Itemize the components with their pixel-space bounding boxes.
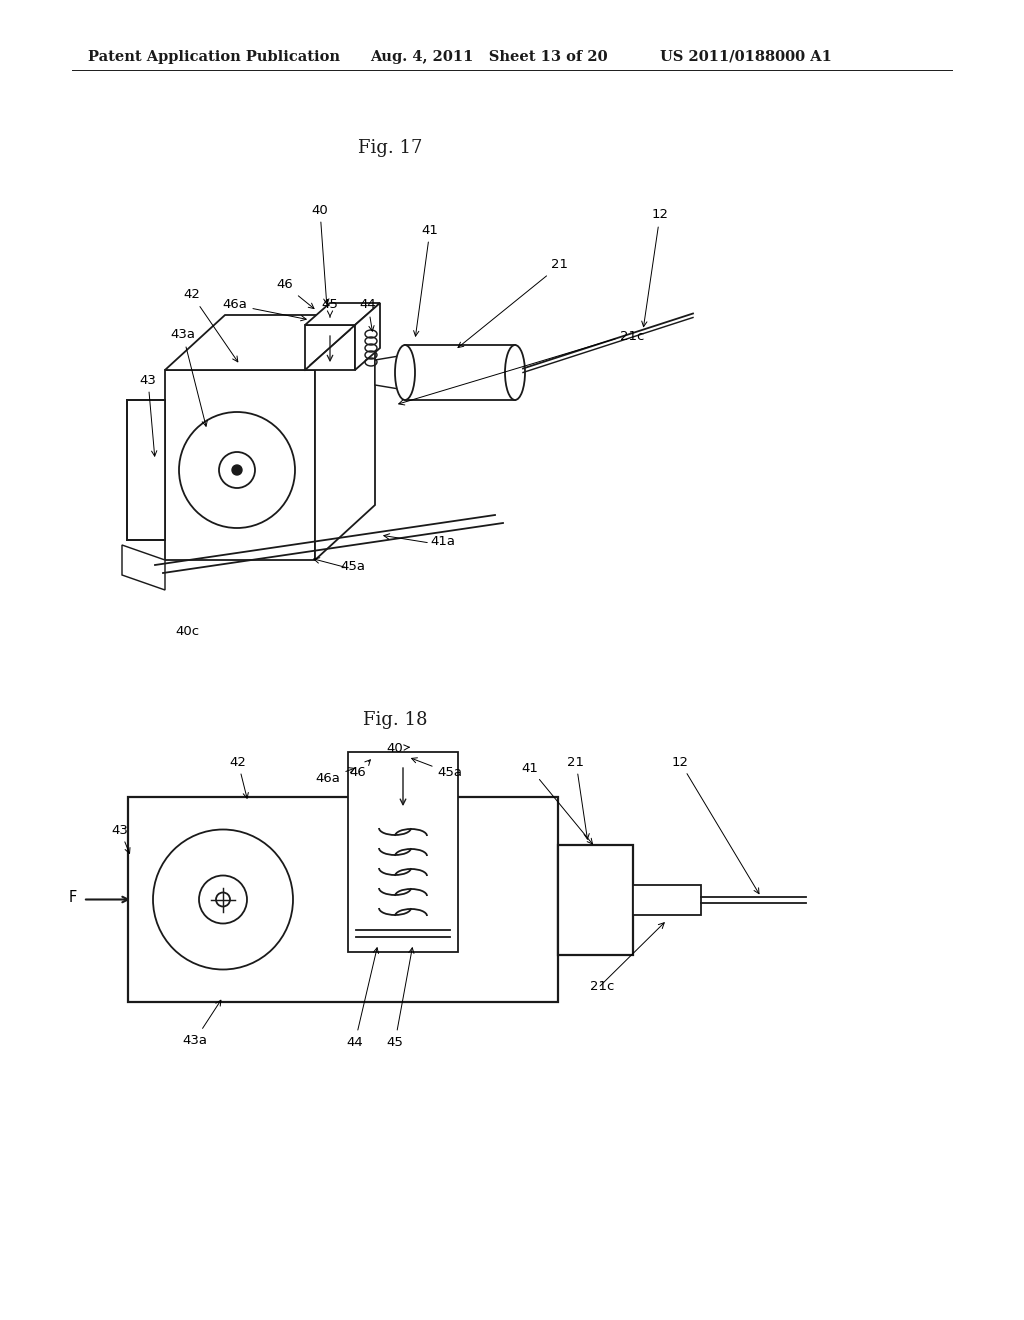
- Polygon shape: [315, 315, 375, 560]
- Text: 42: 42: [183, 289, 238, 362]
- Text: 45a: 45a: [412, 758, 463, 780]
- Text: 43a: 43a: [182, 1001, 221, 1047]
- Polygon shape: [305, 304, 380, 325]
- Bar: [558, 845, 633, 954]
- Text: 41: 41: [521, 762, 593, 843]
- Text: 41: 41: [414, 223, 438, 337]
- Polygon shape: [165, 370, 315, 560]
- Text: 44: 44: [359, 298, 377, 331]
- Text: F: F: [69, 890, 77, 906]
- Circle shape: [153, 829, 293, 969]
- Text: Patent Application Publication: Patent Application Publication: [88, 50, 340, 63]
- Text: Aug. 4, 2011   Sheet 13 of 20: Aug. 4, 2011 Sheet 13 of 20: [370, 50, 607, 63]
- Circle shape: [199, 875, 247, 924]
- Text: 21: 21: [458, 259, 568, 347]
- Polygon shape: [353, 756, 453, 817]
- Circle shape: [232, 465, 242, 475]
- Polygon shape: [127, 400, 165, 540]
- Polygon shape: [305, 325, 355, 370]
- Text: Fig. 18: Fig. 18: [362, 711, 427, 729]
- Text: 12: 12: [672, 755, 759, 894]
- Text: 21: 21: [567, 755, 589, 840]
- Text: 40: 40: [387, 742, 410, 755]
- Text: 40c: 40c: [175, 624, 199, 638]
- Bar: [348, 752, 458, 952]
- Text: 42: 42: [229, 755, 249, 799]
- Polygon shape: [375, 355, 406, 389]
- Circle shape: [216, 892, 230, 907]
- Text: 43: 43: [112, 824, 130, 854]
- Ellipse shape: [505, 345, 525, 400]
- Text: 46: 46: [276, 279, 314, 309]
- Text: 40: 40: [311, 203, 329, 304]
- Bar: [633, 884, 701, 915]
- Polygon shape: [122, 545, 165, 590]
- Text: 21c: 21c: [620, 330, 644, 343]
- Text: 45: 45: [387, 948, 414, 1048]
- Circle shape: [219, 451, 255, 488]
- Text: 21c: 21c: [590, 979, 614, 993]
- Text: 41a: 41a: [430, 535, 455, 548]
- Text: 46a: 46a: [222, 298, 306, 321]
- Ellipse shape: [395, 345, 415, 400]
- Text: 44: 44: [347, 948, 379, 1048]
- Text: 45a: 45a: [340, 560, 365, 573]
- Text: 43: 43: [139, 374, 157, 457]
- Polygon shape: [165, 315, 375, 370]
- Bar: [128, 797, 558, 1002]
- Text: 12: 12: [642, 209, 669, 326]
- Circle shape: [179, 412, 295, 528]
- Text: 46: 46: [349, 760, 371, 780]
- Text: Fig. 17: Fig. 17: [357, 139, 422, 157]
- Polygon shape: [355, 304, 380, 370]
- Text: 46a: 46a: [315, 768, 354, 784]
- Text: US 2011/0188000 A1: US 2011/0188000 A1: [660, 50, 831, 63]
- Bar: [406, 345, 515, 400]
- Text: 43a: 43a: [171, 329, 207, 426]
- Text: 45: 45: [322, 298, 339, 317]
